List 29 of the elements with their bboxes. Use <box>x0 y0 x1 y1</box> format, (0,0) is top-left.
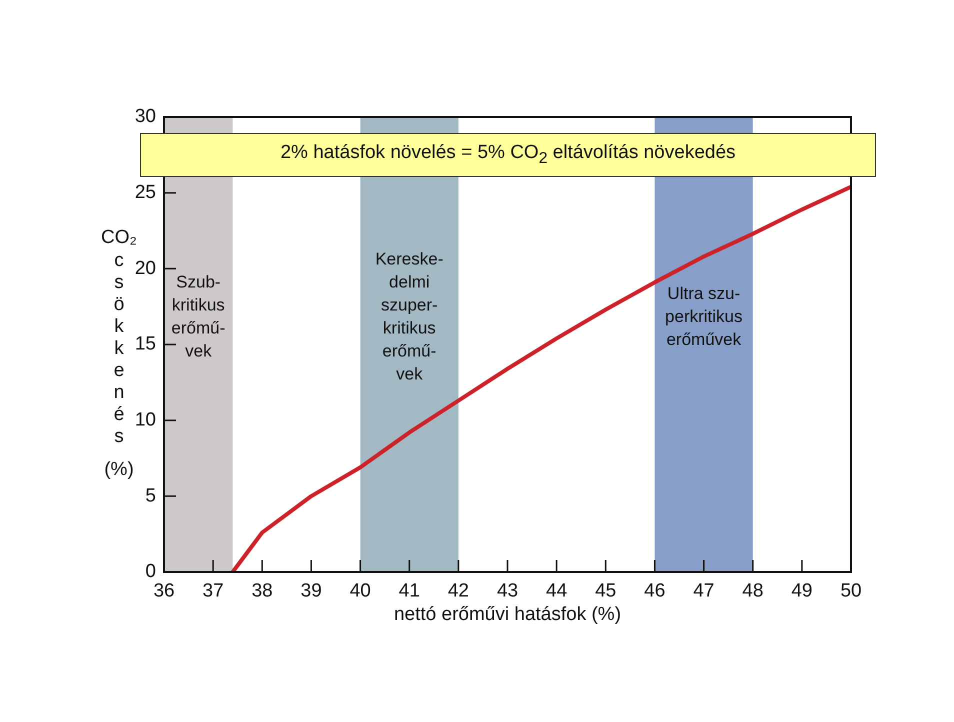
callout-box: 2% hatásfok növelés = 5% CO$_{2}$ eltávolítás növekedés <box>140 133 876 177</box>
x-tick-label: 49 <box>791 580 812 602</box>
x-tick-label: 42 <box>448 580 469 602</box>
x-tick-label: 47 <box>693 580 714 602</box>
y-tick-label: 25 <box>134 182 156 204</box>
text: CO₂ csökkenés (%) <box>101 227 137 480</box>
x-tick-label: 38 <box>252 580 273 602</box>
x-tick-label: 43 <box>496 580 518 602</box>
x-tick-label: 45 <box>595 580 616 602</box>
x-tick-label: 50 <box>840 580 862 602</box>
band-label: Ultra szu- perkritikus erőművek <box>665 284 743 349</box>
x-tick-label: 48 <box>742 580 764 602</box>
annotation: 2% hatásfok növelés = 5% CO$_{2}$ eltávolítás növekedés <box>280 142 736 168</box>
x-tick-label: 44 <box>546 580 568 602</box>
y-tick-label: 5 <box>145 485 156 506</box>
band-label: Kereske- delmi szuper- kritikus erőmű- vek <box>375 249 444 384</box>
y-tick-label: 20 <box>134 258 156 279</box>
x-axis-title: nettó erőművi hatásfok (%) <box>394 604 622 625</box>
x-tick-label: 40 <box>350 580 371 602</box>
y-tick-label: 15 <box>134 334 156 355</box>
y-tick-label: 10 <box>134 410 156 431</box>
x-tick-label: 39 <box>300 580 322 602</box>
y-tick-label: 0 <box>145 561 156 582</box>
x-tick-label: 36 <box>153 580 175 602</box>
x-tick-label: 41 <box>398 580 420 602</box>
x-tick-label: 37 <box>202 580 224 602</box>
band-label: Szub- kritikus erőmű- vek <box>171 272 226 360</box>
y-tick-label: 30 <box>134 106 156 128</box>
x-tick-label: 46 <box>644 580 666 602</box>
